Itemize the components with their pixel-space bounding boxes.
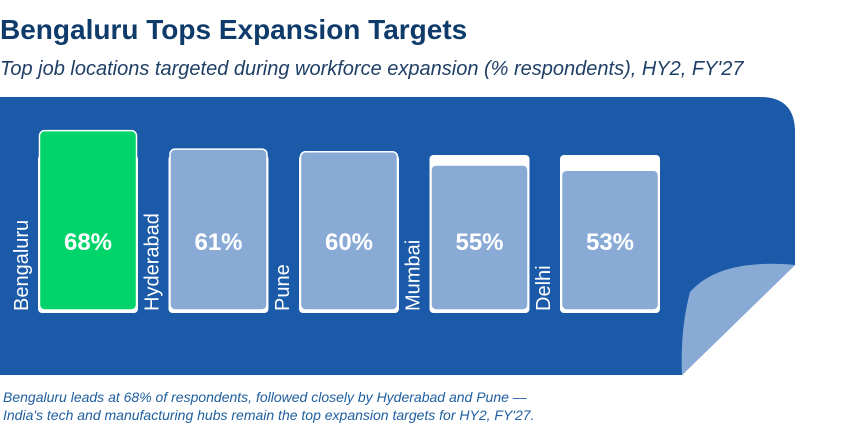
data-label-hyderabad: 61% bbox=[194, 229, 242, 256]
footnote-line-1: Bengaluru leads at 68% of respondents, f… bbox=[3, 389, 527, 405]
bar-delhi bbox=[560, 169, 660, 311]
data-label-delhi: 53% bbox=[586, 229, 634, 256]
bar-bengaluru bbox=[38, 129, 138, 311]
data-label-mumbai: 55% bbox=[455, 229, 503, 256]
category-label-hyderabad: Hyderabad bbox=[142, 213, 164, 311]
page-curl bbox=[681, 263, 795, 375]
category-label-delhi: Delhi bbox=[533, 265, 555, 311]
bars-group: 68% Bengaluru 61% Hyderabad 60% Pune 55% Mumbai… bbox=[11, 129, 660, 313]
category-label-bengaluru: Bengaluru bbox=[11, 220, 33, 311]
category-label-pune: Pune bbox=[272, 264, 294, 311]
data-label-pune: 60% bbox=[325, 229, 373, 256]
footnote: Bengaluru leads at 68% of respondents, f… bbox=[3, 388, 643, 424]
bar-hyderabad bbox=[169, 148, 268, 311]
chart-title: Bengaluru Tops Expansion Targets bbox=[0, 14, 468, 45]
chart-subtitle: Top job locations targeted during workfo… bbox=[0, 58, 744, 80]
category-label-mumbai: Mumbai bbox=[403, 240, 425, 311]
bar-mumbai bbox=[430, 164, 529, 311]
data-label-bengaluru: 68% bbox=[64, 229, 112, 256]
bar-pune bbox=[299, 151, 399, 311]
footnote-line-2: India's tech and manufacturing hubs rema… bbox=[3, 407, 535, 423]
